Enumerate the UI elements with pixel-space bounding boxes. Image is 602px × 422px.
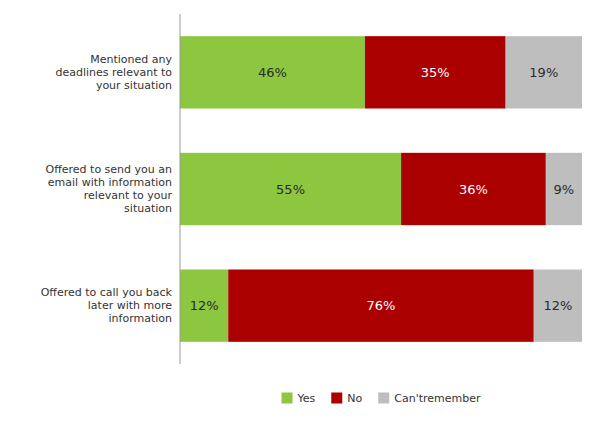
bar-segment xyxy=(365,36,506,108)
category-label: Offered to call you backlater with morei… xyxy=(41,286,173,325)
bar-segment xyxy=(180,36,365,108)
category-label-line: email with information xyxy=(48,176,172,189)
data-label: 9% xyxy=(554,182,575,197)
legend-swatch xyxy=(378,393,389,404)
chart-container: 46% 35% 19% 55% 36% 9% 12% 76% 12% Mentioned anyd… xyxy=(0,0,602,422)
category-label: Mentioned anydeadlines relevant toyour s… xyxy=(56,53,173,92)
bars xyxy=(180,36,582,342)
chart: 46% 35% 19% 55% 36% 9% 12% 76% 12% Mentioned anyd… xyxy=(0,0,602,422)
data-label: 76% xyxy=(367,298,396,313)
bar-segment xyxy=(401,153,546,225)
bar-segment xyxy=(546,153,582,225)
legend-item: No xyxy=(331,392,362,405)
axis-line xyxy=(180,14,181,364)
category-label-line: deadlines relevant to xyxy=(56,66,173,79)
category-label: Offered to send you anemail with informa… xyxy=(46,163,173,215)
legend-swatch xyxy=(331,393,342,404)
y-axis-labels: Mentioned anydeadlines relevant toyour s… xyxy=(41,53,173,325)
data-label: 35% xyxy=(421,65,450,80)
bar-segment xyxy=(534,270,582,342)
data-labels: 46% 35% 19% 55% 36% 9% 12% 76% 12% xyxy=(190,65,575,313)
legend-item: Yes xyxy=(282,392,316,405)
legend-swatch xyxy=(282,393,293,404)
legend-item: Can'tremember xyxy=(378,392,481,405)
data-label: 46% xyxy=(258,65,287,80)
legend-label: Can'tremember xyxy=(394,392,481,405)
bar-segment xyxy=(180,153,401,225)
category-label-line: relevant to your xyxy=(84,189,173,202)
category-label-line: situation xyxy=(124,202,172,215)
category-label-line: Mentioned any xyxy=(90,53,172,66)
legend: Yes No Can'tremember xyxy=(282,392,481,405)
category-label-line: your situation xyxy=(96,79,172,92)
legend-label: Yes xyxy=(297,392,316,405)
category-label-line: information xyxy=(109,312,173,325)
category-label-line: later with more xyxy=(88,299,172,312)
category-label-line: Offered to send you an xyxy=(46,163,172,176)
category-label-line: Offered to call you back xyxy=(41,286,173,299)
bar-segment xyxy=(228,270,534,342)
legend-label: No xyxy=(347,392,362,405)
data-label: 36% xyxy=(459,182,488,197)
data-label: 12% xyxy=(543,298,572,313)
data-label: 12% xyxy=(190,298,219,313)
bar-segment xyxy=(180,270,228,342)
data-label: 55% xyxy=(276,182,305,197)
data-label: 19% xyxy=(529,65,558,80)
bar-segment xyxy=(506,36,582,108)
